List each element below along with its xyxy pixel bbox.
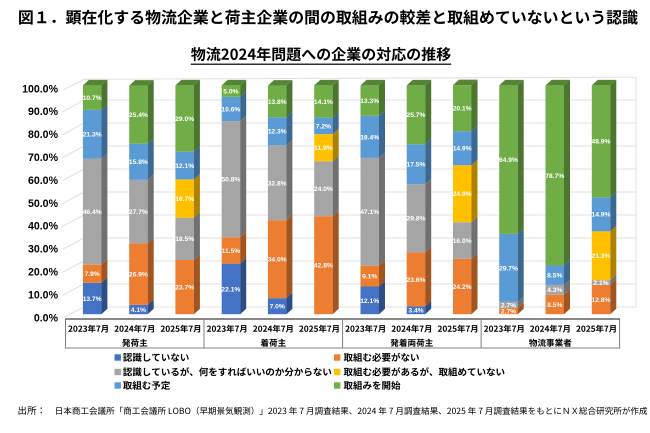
svg-text:46.4%: 46.4% <box>83 209 102 216</box>
svg-text:26.9%: 26.9% <box>129 271 148 278</box>
svg-text:80.0%: 80.0% <box>28 129 59 141</box>
svg-text:7.2%: 7.2% <box>316 123 331 130</box>
svg-text:9.1%: 9.1% <box>362 274 377 281</box>
svg-text:14.1%: 14.1% <box>314 99 333 106</box>
svg-text:25.4%: 25.4% <box>129 112 148 119</box>
svg-text:50.0%: 50.0% <box>28 198 59 210</box>
svg-text:40.0%: 40.0% <box>28 221 59 233</box>
svg-text:70.0%: 70.0% <box>28 152 59 164</box>
svg-text:42.8%: 42.8% <box>314 263 333 270</box>
svg-text:2.7%: 2.7% <box>501 309 516 316</box>
svg-text:12.1%: 12.1% <box>360 298 379 305</box>
svg-text:20.1%: 20.1% <box>453 106 472 113</box>
svg-text:16.7%: 16.7% <box>175 196 194 203</box>
svg-text:60.0%: 60.0% <box>28 175 59 187</box>
svg-text:5.0%: 5.0% <box>223 89 238 96</box>
svg-text:64.9%: 64.9% <box>499 157 518 164</box>
svg-text:27.7%: 27.7% <box>129 209 148 216</box>
svg-text:16.0%: 16.0% <box>453 238 472 245</box>
svg-text:13.7%: 13.7% <box>83 296 102 303</box>
svg-text:4.3%: 4.3% <box>547 287 562 294</box>
svg-text:11.5%: 11.5% <box>222 248 241 255</box>
svg-text:14.9%: 14.9% <box>592 212 611 219</box>
svg-text:100.0%: 100.0% <box>22 83 59 95</box>
svg-text:3.4%: 3.4% <box>408 308 423 315</box>
svg-text:10.0%: 10.0% <box>28 289 59 301</box>
svg-text:12.1%: 12.1% <box>175 163 194 170</box>
svg-text:48.9%: 48.9% <box>592 139 611 146</box>
svg-text:20.0%: 20.0% <box>28 267 59 279</box>
svg-text:8.5%: 8.5% <box>547 273 562 280</box>
svg-text:29.0%: 29.0% <box>175 116 194 123</box>
svg-text:12.8%: 12.8% <box>592 297 611 304</box>
svg-text:90.0%: 90.0% <box>28 106 59 118</box>
svg-text:13.8%: 13.8% <box>268 99 287 106</box>
svg-text:29.8%: 29.8% <box>407 216 426 223</box>
svg-text:23.7%: 23.7% <box>175 284 194 291</box>
svg-text:2.7%: 2.7% <box>501 302 516 309</box>
svg-text:18.4%: 18.4% <box>360 134 379 141</box>
svg-text:21.3%: 21.3% <box>592 253 611 260</box>
svg-text:47.1%: 47.1% <box>360 209 379 216</box>
svg-text:7.0%: 7.0% <box>270 304 285 311</box>
svg-text:11.9%: 11.9% <box>314 145 333 152</box>
svg-text:25.7%: 25.7% <box>407 112 426 119</box>
svg-text:24.0%: 24.0% <box>314 186 333 193</box>
svg-text:78.7%: 78.7% <box>545 173 564 180</box>
svg-text:12.3%: 12.3% <box>268 129 287 136</box>
svg-text:21.3%: 21.3% <box>83 132 102 139</box>
svg-text:10.7%: 10.7% <box>83 95 102 102</box>
svg-text:34.0%: 34.0% <box>268 257 287 264</box>
svg-text:22.1%: 22.1% <box>221 286 240 293</box>
svg-text:10.6%: 10.6% <box>221 106 240 113</box>
svg-text:14.9%: 14.9% <box>453 146 472 153</box>
svg-text:15.8%: 15.8% <box>129 159 148 166</box>
svg-text:24.2%: 24.2% <box>453 284 472 291</box>
svg-text:17.5%: 17.5% <box>407 162 426 169</box>
svg-text:32.8%: 32.8% <box>268 180 287 187</box>
svg-text:24.9%: 24.9% <box>453 191 472 198</box>
svg-text:23.6%: 23.6% <box>407 277 426 284</box>
svg-text:13.3%: 13.3% <box>360 98 379 105</box>
svg-text:0.0%: 0.0% <box>34 312 59 324</box>
svg-text:2.1%: 2.1% <box>593 280 608 287</box>
svg-text:50.8%: 50.8% <box>221 177 240 184</box>
svg-text:8.5%: 8.5% <box>547 302 562 309</box>
svg-text:4.1%: 4.1% <box>131 307 146 314</box>
svg-text:7.9%: 7.9% <box>85 271 100 278</box>
svg-text:30.0%: 30.0% <box>28 244 59 256</box>
svg-text:29.7%: 29.7% <box>499 265 518 272</box>
svg-text:18.5%: 18.5% <box>175 236 194 243</box>
